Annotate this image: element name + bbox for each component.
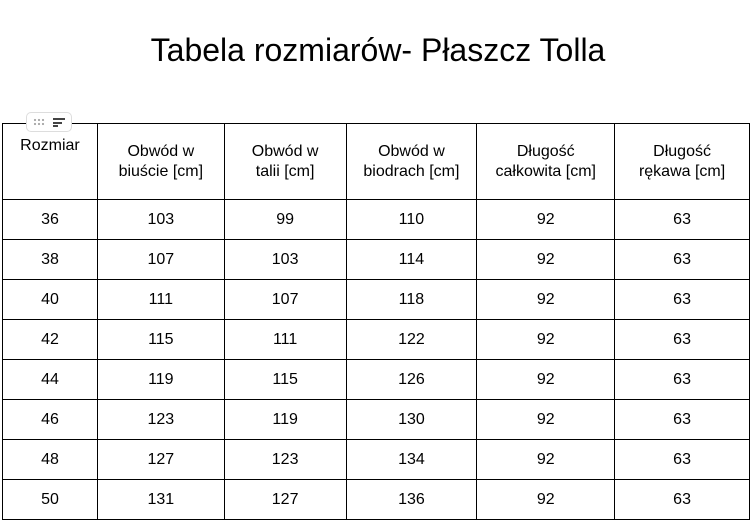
table-cell: 63	[614, 239, 750, 280]
table-cell: 63	[614, 359, 750, 400]
header-text: Obwód w	[378, 142, 445, 160]
table-cell: 103	[96, 199, 225, 240]
table-cell: 36	[2, 199, 98, 240]
table-row: 40 111 107 118 92 63	[2, 279, 750, 320]
table-cell: 107	[223, 279, 347, 320]
table-cell: 46	[2, 399, 98, 440]
table-cell: 63	[614, 319, 750, 360]
table-cell: 123	[223, 439, 347, 480]
table-cell: 103	[223, 239, 347, 280]
table-cell: 40	[2, 279, 98, 320]
table-cell: 63	[614, 439, 750, 480]
table-cell: 127	[223, 479, 347, 520]
table-row: 38 107 103 114 92 63	[2, 239, 750, 280]
table-row: 48 127 123 134 92 63	[2, 439, 750, 480]
column-header: Obwód w biuście [cm]	[96, 123, 225, 200]
table-cell: 92	[476, 199, 616, 240]
table-cell: 110	[345, 199, 478, 240]
table-cell: 50	[2, 479, 98, 520]
column-header: Rozmiar	[2, 123, 98, 200]
header-text: Obwód w	[127, 142, 195, 160]
table-cell: 63	[614, 279, 750, 320]
table-cell: 115	[96, 319, 225, 360]
table-cell: 119	[223, 399, 347, 440]
table-cell: 119	[96, 359, 225, 400]
table-row: 44 119 115 126 92 63	[2, 359, 750, 400]
table-cell: 63	[614, 479, 750, 520]
column-header: Długość rękawa [cm]	[614, 123, 750, 200]
table-cell: 136	[345, 479, 478, 520]
table-cell: 123	[96, 399, 225, 440]
header-text: Długość	[516, 142, 575, 160]
header-text: rękawa [cm]	[638, 162, 726, 180]
table-row: 46 123 119 130 92 63	[2, 399, 750, 440]
column-header: Długość całkowita [cm]	[476, 123, 616, 200]
table-cell: 92	[476, 439, 616, 480]
table-cell: 111	[223, 319, 347, 360]
header-text: biodrach [cm]	[363, 162, 460, 180]
table-cell: 107	[96, 239, 225, 280]
table-cell: 44	[2, 359, 98, 400]
table-cell: 92	[476, 279, 616, 320]
header-text: Długość	[653, 142, 711, 160]
table-cell: 92	[476, 239, 616, 280]
table-cell: 130	[345, 399, 478, 440]
header-text: Obwód w	[251, 142, 319, 160]
table-cell: 127	[96, 439, 225, 480]
sort-icon[interactable]	[53, 118, 65, 129]
table-cell: 63	[614, 399, 750, 440]
table-row: 50 131 127 136 92 63	[2, 479, 750, 520]
table-cell: 114	[345, 239, 478, 280]
table-cell: 92	[476, 359, 616, 400]
table-cell: 38	[2, 239, 98, 280]
table-cell: 42	[2, 319, 98, 360]
drag-handle-icon[interactable]	[33, 118, 45, 126]
header-text: Rozmiar	[20, 137, 80, 154]
table-cell: 118	[345, 279, 478, 320]
table-cell: 122	[345, 319, 478, 360]
table-row: 42 115 111 122 92 63	[2, 319, 750, 360]
header-text: biuście [cm]	[118, 162, 204, 180]
table-cell: 126	[345, 359, 478, 400]
size-table: Rozmiar Obwód w biuście [cm] Obwód w talii […	[2, 123, 750, 520]
column-header: Obwód w biodrach [cm]	[345, 123, 478, 200]
table-cell: 99	[223, 199, 347, 240]
table-row: 36 103 99 110 92 63	[2, 199, 750, 240]
header-text: całkowita [cm]	[495, 162, 596, 180]
table-cell: 115	[223, 359, 347, 400]
page-title: Tabela rozmiarów- Płaszcz Tolla	[150, 32, 606, 68]
table-cell: 92	[476, 399, 616, 440]
table-cell: 111	[96, 279, 225, 320]
header-text: talii [cm]	[255, 162, 315, 180]
table-cell: 48	[2, 439, 98, 480]
table-cell: 92	[476, 479, 616, 520]
column-header: Obwód w talii [cm]	[223, 123, 347, 200]
table-cell: 92	[476, 319, 616, 360]
table-cell: 63	[614, 199, 750, 240]
table-cell: 131	[96, 479, 225, 520]
table-cell: 134	[345, 439, 478, 480]
table-toolbar[interactable]	[26, 112, 72, 132]
